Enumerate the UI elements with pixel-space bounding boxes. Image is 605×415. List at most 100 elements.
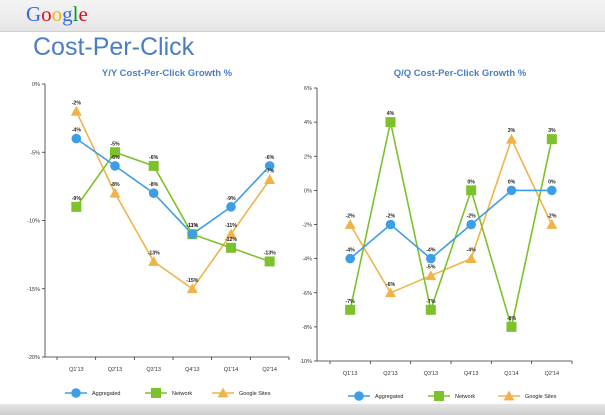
yy-chart-panel: Y/Y Cost-Per-Click Growth % 0% -5% -10% -15%… <box>7 60 301 405</box>
data-point-network <box>226 242 236 253</box>
data-label-google-sites: 3% <box>508 128 516 134</box>
data-point-network <box>71 201 82 212</box>
data-label-google-sites: -8% <box>110 182 120 188</box>
x-tick-label: Q4'13 <box>464 371 479 377</box>
data-point-aggregated <box>264 161 275 171</box>
page-title: Cost-Per-Click <box>33 33 195 61</box>
x-tick-label: Q2'13 <box>383 371 398 377</box>
y-tick-label: -4% <box>302 257 312 263</box>
logo-letter: o <box>51 2 63 26</box>
data-label-network: -6% <box>149 155 159 161</box>
data-point-google-sites <box>546 219 558 229</box>
data-point-aggregated <box>426 253 436 264</box>
legend-marker-network <box>151 388 161 398</box>
data-label-aggregated: 0% <box>548 179 556 185</box>
logo-letter: G <box>26 2 42 26</box>
logo-letter: o <box>41 2 52 26</box>
data-point-aggregated <box>110 161 120 171</box>
y-tick-label: -20% <box>27 355 40 361</box>
qq-cpc-chart: Q/Q Cost-Per-Click Growth % 6% 4% 2% 0% -2% -4… <box>299 68 573 401</box>
data-label-aggregated: -9% <box>226 196 236 202</box>
data-point-google-sites <box>264 174 276 184</box>
data-point-aggregated <box>226 202 236 212</box>
data-label-aggregated: 0% <box>508 179 516 185</box>
series-line-google-sites <box>349 137 553 294</box>
data-label-aggregated: -2% <box>467 214 477 220</box>
data-point-network <box>506 321 517 332</box>
data-label-aggregated: -4% <box>72 128 82 134</box>
x-tick-label: Q4'13 <box>185 367 200 373</box>
data-label-network: -13% <box>264 250 276 256</box>
data-point-network <box>425 304 436 315</box>
series-line-network <box>75 151 270 263</box>
data-label-network: 3% <box>548 128 556 134</box>
data-label-google-sites: -2% <box>72 100 82 106</box>
y-tick-label: -10% <box>27 219 40 225</box>
x-tick-label: Q3'13 <box>424 371 439 377</box>
x-tick-label: Q2'14 <box>262 367 277 373</box>
x-tick-label: Q2'14 <box>545 371 560 377</box>
data-label-google-sites: -13% <box>148 250 160 256</box>
data-point-aggregated <box>187 229 198 239</box>
data-point-network <box>546 134 557 145</box>
data-point-google-sites <box>186 283 198 294</box>
data-point-network <box>110 147 120 158</box>
data-point-google-sites <box>225 228 237 239</box>
series-line-aggregated <box>349 189 552 260</box>
data-label-aggregated: -11% <box>186 223 198 229</box>
data-label-network: 4% <box>387 111 395 117</box>
logo-letter: l <box>72 2 79 26</box>
data-point-google-sites <box>425 270 437 281</box>
chart-title: Q/Q Cost-Per-Click Growth % <box>394 68 527 79</box>
data-point-aggregated <box>466 219 476 230</box>
y-tick-label: -6% <box>302 291 312 297</box>
data-point-google-sites <box>148 255 160 266</box>
legend-marker-google-sites <box>217 387 229 398</box>
x-tick-label: Q1'13 <box>69 367 84 373</box>
x-tick-label: Q1'13 <box>343 371 358 377</box>
data-point-aggregated <box>345 253 355 264</box>
logo-letter: g <box>62 2 73 26</box>
data-label-network: 0% <box>467 179 475 185</box>
data-label-network: -11% <box>186 223 198 229</box>
data-point-google-sites <box>385 287 396 298</box>
y-tick-label: -10% <box>300 359 312 365</box>
data-label-aggregated: -6% <box>110 155 120 161</box>
google-logo: Google <box>26 2 88 27</box>
data-label-network: -8% <box>507 316 517 322</box>
data-label-network: -9% <box>72 196 82 202</box>
footer-shadow <box>0 404 605 415</box>
y-tick-label: 0% <box>32 82 40 88</box>
data-point-network <box>385 117 396 128</box>
data-label-aggregated: -8% <box>149 182 159 188</box>
data-point-google-sites <box>70 105 82 116</box>
legend-marker-aggregated <box>71 388 81 398</box>
data-point-network <box>466 185 477 196</box>
legend-label-google-sites: Google Sites <box>239 391 271 397</box>
y-tick-label: 6% <box>304 86 312 92</box>
data-label-aggregated: -4% <box>426 248 436 254</box>
legend-marker-aggregated <box>354 391 364 401</box>
legend-label-network: Network <box>172 391 192 397</box>
data-point-aggregated <box>506 185 517 196</box>
legend-label-network: Network <box>455 394 475 400</box>
legend-label-aggregated: Aggregated <box>92 391 120 397</box>
data-point-network <box>264 256 275 267</box>
y-tick-label: -5% <box>30 150 40 156</box>
x-tick-label: Q3'13 <box>146 367 161 373</box>
data-point-aggregated <box>547 185 557 196</box>
x-tick-label: Q1'14 <box>504 371 519 377</box>
x-tick-label: Q2'13 <box>108 367 123 373</box>
data-point-google-sites <box>506 133 517 144</box>
data-point-network <box>148 160 159 171</box>
data-label-aggregated: -4% <box>346 248 356 254</box>
legend-label-google-sites: Google Sites <box>525 394 557 400</box>
series-line-google-sites <box>75 110 271 290</box>
data-label-google-sites: -7% <box>265 169 275 175</box>
data-label-google-sites: -4% <box>467 248 477 254</box>
x-tick-label: Q1'14 <box>224 367 239 373</box>
data-label-network: -5% <box>110 141 120 147</box>
series-line-network <box>349 121 553 328</box>
data-label-google-sites: -6% <box>386 282 396 288</box>
data-point-network <box>345 304 356 315</box>
